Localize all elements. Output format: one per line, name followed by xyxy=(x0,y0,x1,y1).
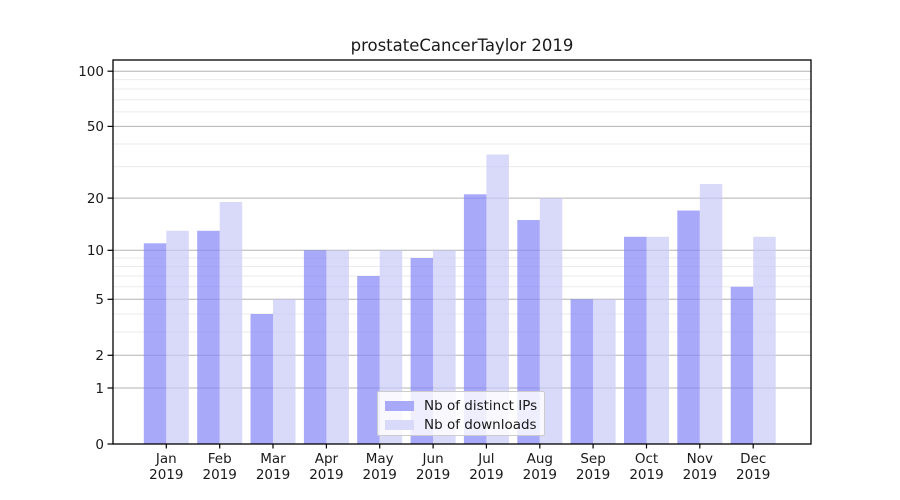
legend-item-distinct-ips: Nb of distinct IPs xyxy=(385,396,544,415)
x-tick-label-year: 2019 xyxy=(203,467,237,483)
x-tick-label-month: Jul xyxy=(477,451,494,467)
bar-ips-may-2019 xyxy=(357,276,380,444)
bar-ips-feb-2019 xyxy=(197,230,220,444)
bar-ips-sep-2019 xyxy=(570,299,594,444)
bar-downloads-oct-2019 xyxy=(646,236,669,444)
bar-downloads-sep-2019 xyxy=(593,299,616,444)
y-tick-label: 2 xyxy=(95,348,104,364)
bar-downloads-mar-2019 xyxy=(273,299,296,444)
legend-label-distinct-ips: Nb of distinct IPs xyxy=(424,397,538,414)
x-tick-label-month: May xyxy=(366,451,394,467)
y-tick-label: 0 xyxy=(95,437,104,453)
bar-ips-aug-2019 xyxy=(517,220,540,444)
legend: Nb of distinct IPs Nb of downloads xyxy=(377,391,545,436)
bar-downloads-jan-2019 xyxy=(166,230,189,444)
x-tick-label-month: Oct xyxy=(635,451,658,467)
x-tick-label-month: Jan xyxy=(155,451,177,467)
x-tick-label-month: Nov xyxy=(687,451,713,467)
x-tick-label-year: 2019 xyxy=(256,467,290,483)
x-tick-label-month: Feb xyxy=(208,451,232,467)
legend-item-downloads: Nb of downloads xyxy=(385,415,544,434)
bar-ips-mar-2019 xyxy=(250,314,273,444)
bar-ips-dec-2019 xyxy=(730,286,754,444)
x-tick-label-year: 2019 xyxy=(363,467,397,483)
y-tick-label: 10 xyxy=(87,243,104,259)
bar-ips-jul-2019 xyxy=(463,194,487,444)
bar-ips-apr-2019 xyxy=(303,250,327,444)
x-tick-label-year: 2019 xyxy=(416,467,450,483)
x-tick-label-year: 2019 xyxy=(469,467,503,483)
x-tick-label-month: Sep xyxy=(580,451,605,467)
x-tick-label-year: 2019 xyxy=(576,467,610,483)
chart-title: prostateCancerTaylor 2019 xyxy=(350,36,574,55)
x-tick-label-month: Aug xyxy=(527,451,553,467)
bar-ips-jan-2019 xyxy=(143,243,167,444)
x-tick-label-month: Mar xyxy=(260,451,286,467)
x-tick-label-year: 2019 xyxy=(629,467,663,483)
x-tick-label-year: 2019 xyxy=(149,467,183,483)
plot-frame xyxy=(112,59,812,445)
x-tick-label-month: Dec xyxy=(740,451,766,467)
y-tick-label: 5 xyxy=(95,292,104,308)
bar-downloads-nov-2019 xyxy=(699,184,723,444)
x-tick-label-year: 2019 xyxy=(736,467,770,483)
bar-downloads-feb-2019 xyxy=(219,202,243,444)
y-tick-label: 50 xyxy=(87,119,104,135)
bar-downloads-apr-2019 xyxy=(326,250,349,444)
legend-swatch-distinct-ips xyxy=(385,400,414,411)
bar-ips-oct-2019 xyxy=(624,236,647,444)
bar-downloads-dec-2019 xyxy=(753,236,776,444)
x-tick-label-year: 2019 xyxy=(309,467,343,483)
y-tick-label: 1 xyxy=(95,381,104,397)
x-tick-label-year: 2019 xyxy=(523,467,557,483)
legend-swatch-downloads xyxy=(385,419,414,430)
x-tick-label-year: 2019 xyxy=(683,467,717,483)
bar-ips-nov-2019 xyxy=(677,210,700,444)
bar-downloads-aug-2019 xyxy=(539,198,563,444)
x-tick-label-month: Apr xyxy=(315,451,339,467)
y-tick-label: 20 xyxy=(87,191,104,207)
y-tick-label: 100 xyxy=(78,64,104,80)
bar-downloads-jul-2019 xyxy=(486,154,509,444)
legend-label-downloads: Nb of downloads xyxy=(424,416,537,433)
x-tick-label-month: Jun xyxy=(422,451,444,467)
